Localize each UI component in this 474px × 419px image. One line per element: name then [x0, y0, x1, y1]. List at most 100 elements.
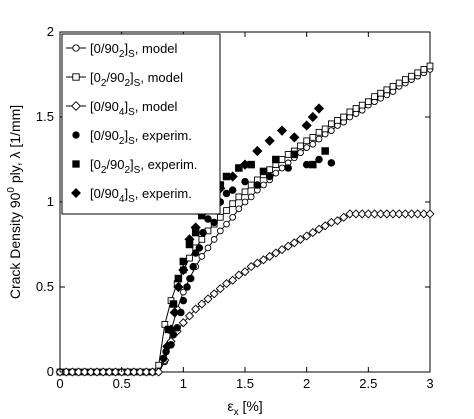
legend-entry: [0/904]S, experim. — [71, 186, 192, 205]
data-point — [110, 367, 121, 377]
legend-marker — [71, 188, 81, 198]
data-point — [302, 231, 312, 241]
x-axis-label: εx [%] — [227, 398, 262, 418]
data-point — [241, 188, 249, 196]
data-point — [123, 367, 133, 377]
data-point — [204, 215, 212, 223]
x-tick-label: 1.5 — [236, 376, 254, 391]
data-point — [228, 275, 238, 285]
data-point — [234, 270, 244, 280]
data-point — [73, 367, 84, 377]
data-point — [215, 284, 225, 294]
data-point — [289, 132, 300, 143]
data-point — [426, 62, 434, 70]
data-point — [235, 205, 243, 213]
data-point — [104, 367, 114, 377]
data-point — [327, 127, 335, 134]
data-point — [239, 159, 251, 170]
data-point — [376, 209, 386, 219]
data-point — [190, 222, 201, 233]
y-axis-label: Crack Density 900 ply, λ [1/mm] — [6, 105, 23, 299]
x-tick-label: 2 — [303, 376, 310, 391]
data-point — [165, 324, 177, 335]
data-point — [169, 307, 180, 318]
data-point — [198, 253, 206, 260]
legend-marker — [72, 160, 80, 168]
data-point — [199, 228, 207, 237]
data-point — [203, 294, 213, 304]
data-point — [408, 72, 415, 80]
data-point — [265, 172, 274, 181]
x-tick-label: 2.5 — [359, 376, 377, 391]
data-point — [295, 234, 306, 244]
data-point — [174, 274, 183, 283]
data-point — [278, 164, 286, 172]
data-point — [264, 135, 275, 146]
data-point — [327, 120, 335, 128]
data-point — [276, 125, 288, 136]
data-point — [260, 181, 267, 189]
legend-label: [0/904]S, model — [90, 99, 178, 118]
data-point — [401, 76, 409, 83]
data-point — [420, 66, 428, 73]
data-point — [169, 300, 178, 308]
data-point — [191, 249, 200, 257]
data-point — [351, 209, 361, 219]
legend-entry: [02/902]S, model — [66, 70, 183, 89]
data-point — [216, 213, 224, 221]
data-point — [414, 69, 422, 77]
legend-entry: [0/904]S, model — [66, 99, 178, 118]
data-point — [364, 98, 372, 106]
data-point — [235, 193, 243, 201]
data-point — [297, 149, 304, 157]
data-point — [301, 120, 312, 131]
legend-label: [0/902]S, model — [90, 41, 178, 60]
data-point — [258, 255, 269, 265]
data-point — [195, 244, 204, 252]
legend-marker — [72, 44, 80, 52]
data-point — [382, 209, 392, 219]
data-point — [183, 283, 191, 291]
data-point — [80, 367, 90, 377]
x-tick-label: 3 — [426, 376, 433, 391]
data-point — [277, 245, 287, 255]
data-point — [265, 251, 275, 261]
data-point — [235, 164, 243, 172]
data-point — [394, 209, 404, 219]
data-point — [308, 228, 318, 238]
data-point — [345, 209, 355, 219]
data-point — [178, 264, 189, 276]
data-point — [303, 137, 311, 145]
data-point — [283, 241, 293, 251]
y-tick-label: 1 — [47, 194, 54, 209]
data-point — [340, 113, 348, 121]
data-point — [383, 86, 391, 94]
data-point — [332, 216, 343, 226]
data-point — [400, 209, 410, 219]
series-layer — [55, 62, 435, 377]
data-point — [210, 236, 218, 243]
data-point — [289, 238, 299, 248]
data-point — [327, 159, 336, 167]
data-point — [266, 166, 274, 174]
data-point — [395, 79, 403, 87]
data-point — [186, 274, 195, 283]
data-point — [425, 209, 435, 219]
data-point — [358, 101, 366, 109]
x-tick-label: 0.5 — [113, 376, 131, 391]
data-point — [135, 367, 145, 377]
data-point — [86, 367, 96, 377]
data-point — [173, 281, 184, 293]
data-point — [406, 209, 417, 219]
data-point — [253, 181, 262, 189]
data-point — [189, 262, 197, 271]
data-point — [179, 296, 188, 305]
data-point — [272, 169, 280, 177]
data-point — [229, 213, 237, 221]
data-point — [271, 248, 281, 258]
data-point — [129, 367, 139, 377]
data-point — [240, 267, 250, 277]
data-point — [159, 354, 168, 363]
data-point — [259, 167, 268, 176]
